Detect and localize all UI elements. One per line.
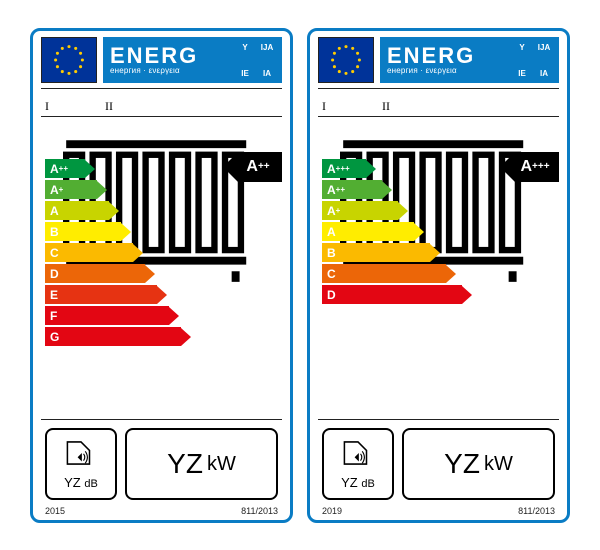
- section-divider: [318, 419, 559, 420]
- label-year: 2015: [45, 506, 65, 516]
- efficiency-class-row: A+: [45, 180, 278, 199]
- efficiency-class-row: B: [322, 243, 555, 262]
- heating-function-row: [41, 117, 282, 157]
- section-divider: [41, 419, 282, 420]
- sound-power-box: YZ dB: [45, 428, 117, 500]
- label-footer: 2015 811/2013: [41, 500, 282, 516]
- energ-subtitle: енергия · ενεργεια: [387, 66, 511, 75]
- efficiency-class-row: C: [45, 243, 278, 262]
- efficiency-class-row: D: [45, 264, 278, 283]
- sound-unit: dB: [361, 478, 374, 490]
- lang-code: Y: [511, 41, 533, 54]
- label-header: ENERG енергия · ενεργεια YIJAIEIA: [318, 37, 559, 89]
- lang-code: IE: [234, 67, 256, 80]
- energy-label-card: ENERG енергия · ενεργεια YIJAIEIA I II A…: [30, 28, 293, 523]
- efficiency-class-row: E: [45, 285, 278, 304]
- heating-function-row: [318, 117, 559, 157]
- power-value: YZ: [444, 448, 480, 480]
- efficiency-class-row: A: [45, 201, 278, 220]
- lang-code: [256, 54, 278, 67]
- model-placeholder: II: [382, 99, 390, 114]
- lang-code: [234, 54, 256, 67]
- lang-code: [511, 54, 533, 67]
- energ-banner: ENERG енергия · ενεργεια YIJAIEIA: [103, 37, 282, 83]
- spec-boxes-row: YZ dB YZkW: [318, 428, 559, 500]
- rated-power-box: YZkW: [402, 428, 555, 500]
- lang-code-grid: YIJAIEIA: [511, 40, 555, 80]
- lang-code: IJA: [533, 41, 555, 54]
- efficiency-class-row: B: [45, 222, 278, 241]
- eu-flag-icon: [41, 37, 97, 83]
- spec-boxes-row: YZ dB YZkW: [41, 428, 282, 500]
- energ-title: ENERG: [387, 45, 511, 67]
- rating-pointer-label: A+++: [515, 152, 559, 182]
- lang-code: IE: [511, 67, 533, 80]
- power-unit: kW: [484, 453, 513, 476]
- regulation-number: 811/2013: [518, 506, 555, 516]
- efficiency-class-row: G: [45, 327, 278, 346]
- supplier-placeholder: I: [45, 99, 49, 114]
- rated-power-box: YZkW: [125, 428, 278, 500]
- efficiency-class-row: A+: [322, 201, 555, 220]
- lang-code-grid: YIJAIEIA: [234, 40, 278, 80]
- eu-flag-icon: [318, 37, 374, 83]
- sound-power-box: YZ dB: [322, 428, 394, 500]
- supplier-model-row: I II: [318, 89, 559, 117]
- power-value: YZ: [167, 448, 203, 480]
- efficiency-class-row: F: [45, 306, 278, 325]
- label-header: ENERG енергия · ενεργεια YIJAIEIA: [41, 37, 282, 89]
- efficiency-class-row: C: [322, 264, 555, 283]
- speaker-icon: [64, 438, 98, 473]
- lang-code: IA: [533, 67, 555, 80]
- rating-pointer-label: A++: [238, 152, 282, 182]
- regulation-number: 811/2013: [241, 506, 278, 516]
- efficiency-class-row: A++: [322, 180, 555, 199]
- sound-value: YZ: [341, 475, 358, 490]
- efficiency-scale: A++ A+ A B C D: [41, 157, 282, 419]
- rating-pointer: A+++: [500, 152, 559, 182]
- supplier-placeholder: I: [322, 99, 326, 114]
- lang-code: IA: [256, 67, 278, 80]
- label-year: 2019: [322, 506, 342, 516]
- lang-code: [533, 54, 555, 67]
- energ-title: ENERG: [110, 45, 234, 67]
- energ-banner: ENERG енергия · ενεργεια YIJAIEIA: [380, 37, 559, 83]
- supplier-model-row: I II: [41, 89, 282, 117]
- efficiency-class-row: A: [322, 222, 555, 241]
- efficiency-scale: A+++ A++ A+ A B C: [318, 157, 559, 419]
- model-placeholder: II: [105, 99, 113, 114]
- lang-code: IJA: [256, 41, 278, 54]
- rating-pointer: A++: [223, 152, 282, 182]
- label-footer: 2019 811/2013: [318, 500, 559, 516]
- power-unit: kW: [207, 453, 236, 476]
- efficiency-class-row: D: [322, 285, 555, 304]
- speaker-icon: [341, 438, 375, 473]
- sound-value: YZ: [64, 475, 81, 490]
- energ-subtitle: енергия · ενεργεια: [110, 66, 234, 75]
- sound-unit: dB: [84, 478, 97, 490]
- energy-label-card: ENERG енергия · ενεργεια YIJAIEIA I II A…: [307, 28, 570, 523]
- lang-code: Y: [234, 41, 256, 54]
